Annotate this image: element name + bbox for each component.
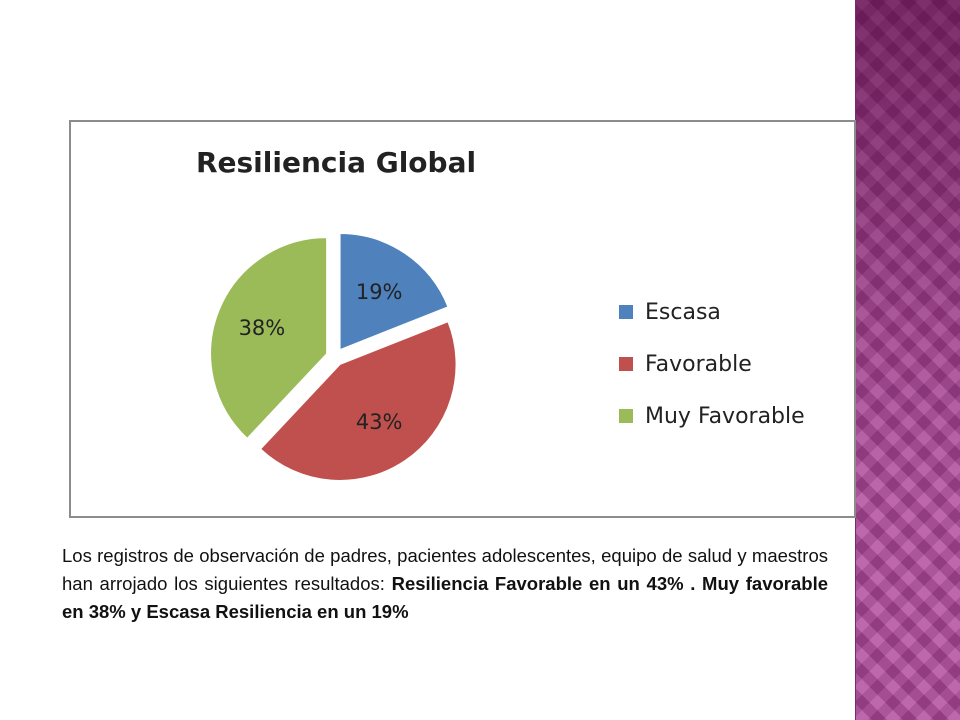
pie-slice-muy-favorable	[210, 237, 328, 439]
pie-slice-escasa	[339, 233, 449, 351]
chart-frame: Resiliencia Global 19% 43% 38% Escasa Favor…	[69, 120, 856, 518]
legend-swatch-escasa	[619, 305, 633, 319]
legend-item-favorable: Favorable	[619, 338, 805, 390]
caption-text: Los registros de observación de padres, …	[62, 542, 828, 626]
pie-slice-favorable	[259, 321, 457, 481]
legend-label-escasa: Escasa	[645, 299, 721, 325]
slice-label-favorable: 43%	[356, 410, 403, 434]
slice-label-muy-favorable: 38%	[239, 316, 286, 340]
legend-label-muy-favorable: Muy Favorable	[645, 403, 805, 429]
slice-label-escasa: 19%	[356, 280, 403, 304]
chart-title: Resiliencia Global	[195, 146, 477, 179]
decorative-side-band	[855, 0, 960, 720]
chart-legend: Escasa Favorable Muy Favorable	[619, 286, 805, 442]
caption-plain: Los registros de observación de padres, …	[62, 544, 828, 594]
legend-swatch-muy-favorable	[619, 409, 633, 423]
legend-item-escasa: Escasa	[619, 286, 805, 338]
caption-bold: Resiliencia Favorable en un 43% . Muy fa…	[62, 572, 828, 622]
legend-label-favorable: Favorable	[645, 351, 752, 377]
legend-item-muy-favorable: Muy Favorable	[619, 390, 805, 442]
pie-chart: 19% 43% 38%	[210, 233, 457, 481]
legend-swatch-favorable	[619, 357, 633, 371]
